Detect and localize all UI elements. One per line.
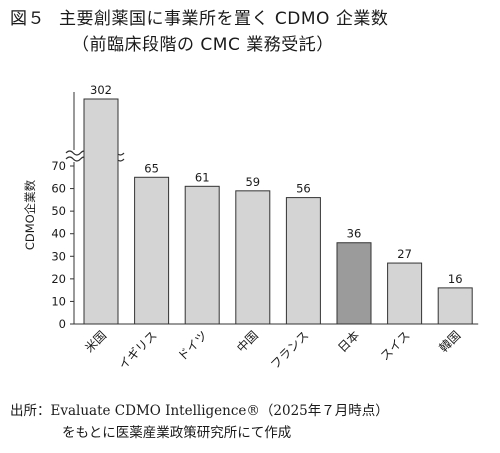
source-line-1: 出所：Evaluate CDMO Intelligence®（2025年７月時点… <box>10 403 389 419</box>
value-labels: 302 65 61 59 56 36 27 16 <box>90 83 462 286</box>
y-tick-label: 30 <box>51 249 66 263</box>
title-line-2: （前臨床段階の CMC 業務受託） <box>72 35 334 55</box>
value-label: 27 <box>397 247 412 261</box>
y-tick-label: 10 <box>51 294 66 308</box>
y-tick-label: 50 <box>51 204 66 218</box>
bar-1 <box>134 176 170 325</box>
category-label: イギリス <box>116 328 160 372</box>
title-line-1: 主要創薬国に事業所を置く CDMO 企業数 <box>59 9 389 29</box>
source-line-2: をもとに医薬産業政策研究所にて作成 <box>62 425 292 441</box>
value-label: 302 <box>90 83 112 97</box>
source-note: 出所：Evaluate CDMO Intelligence®（2025年７月時点… <box>10 400 495 444</box>
category-label: 米国 <box>82 328 109 355</box>
category-label: ドイツ <box>175 328 210 363</box>
y-tick-label: 70 <box>51 159 66 173</box>
figure-title: 図５ 主要創薬国に事業所を置く CDMO 企業数 （前臨床段階の CMC 業務受託… <box>10 6 495 58</box>
category-label: 中国 <box>233 328 261 356</box>
category-label: 日本 <box>335 328 362 355</box>
category-label: 韓国 <box>436 328 463 355</box>
bar-7 <box>437 287 473 325</box>
y-tick-label: 0 <box>59 317 66 331</box>
bar-3 <box>235 190 271 325</box>
value-label: 56 <box>296 182 311 196</box>
y-axis-label: CDMO企業数 <box>23 179 37 250</box>
y-tick-label: 40 <box>51 227 66 241</box>
figure-number: 図５ <box>10 9 45 29</box>
bar-0 <box>83 98 119 325</box>
bars <box>83 98 473 325</box>
bar-4 <box>285 197 321 325</box>
value-label: 16 <box>448 272 463 286</box>
bar-chart: 0 10 20 30 40 50 60 70 302 65 61 59 56 36 27 16 米国 イギリス… <box>23 83 479 373</box>
category-label: フランス <box>268 328 312 372</box>
category-labels: 米国 イギリス ドイツ 中国 フランス 日本 スイス 韓国 <box>82 328 463 373</box>
value-label: 59 <box>245 175 260 189</box>
bar-2 <box>184 185 220 325</box>
bar-5 <box>336 242 372 325</box>
value-label: 36 <box>347 227 362 241</box>
y-tick-label: 20 <box>51 272 66 286</box>
value-label: 61 <box>195 170 210 184</box>
value-label: 65 <box>144 161 159 175</box>
y-tick-label: 60 <box>51 182 66 196</box>
bar-6 <box>387 262 423 325</box>
category-label: スイス <box>378 328 413 363</box>
